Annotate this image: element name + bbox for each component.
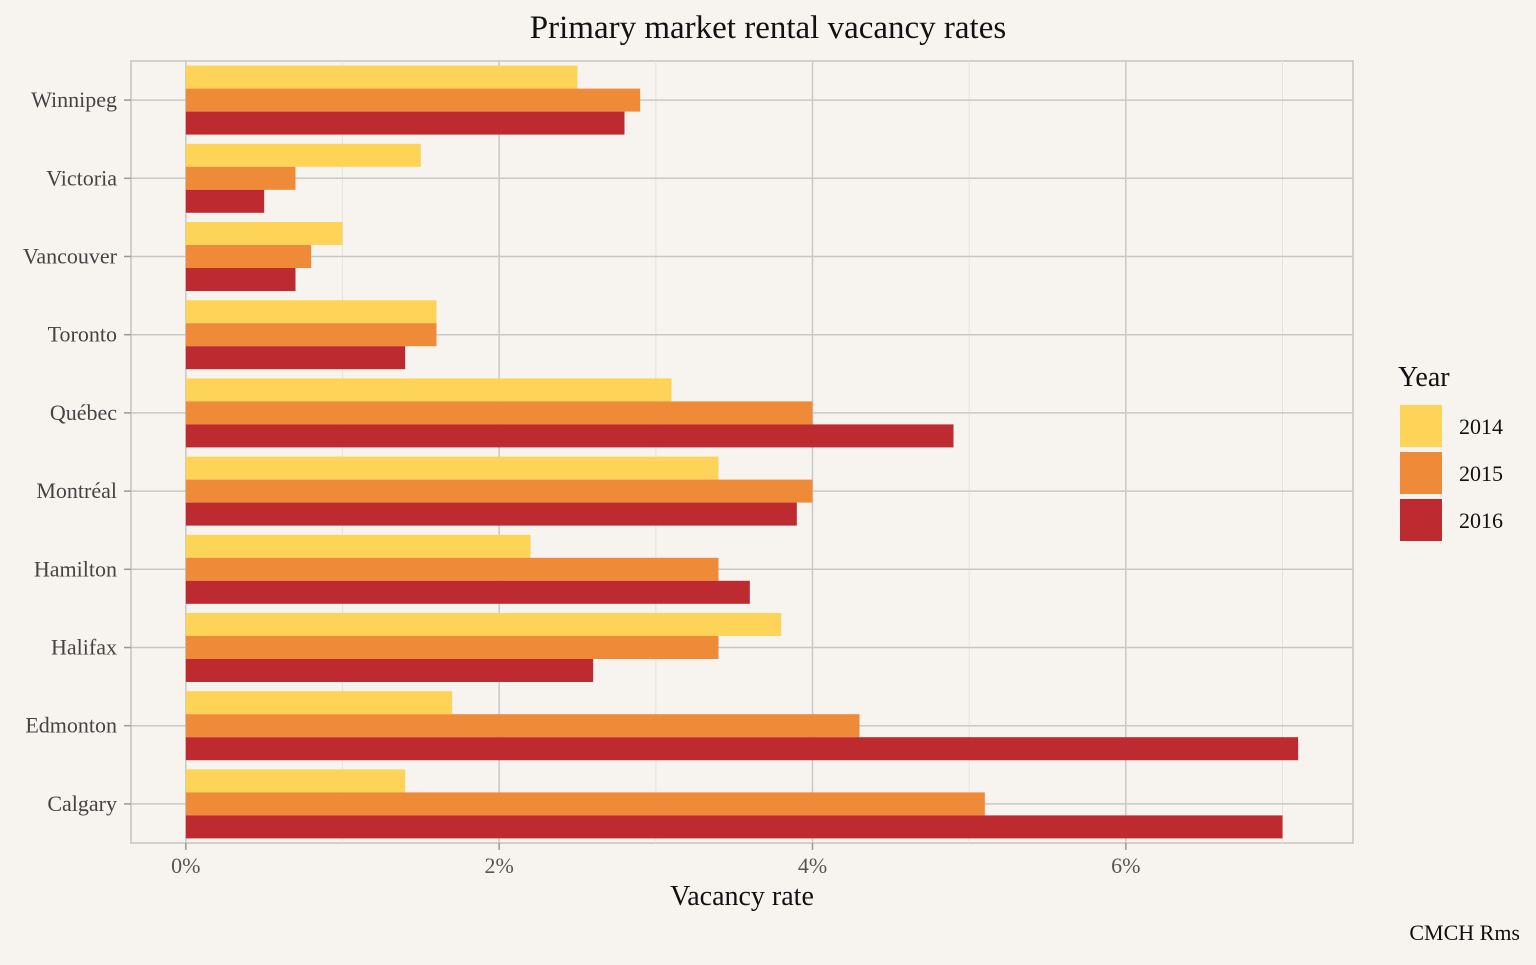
bar: [185, 111, 625, 135]
legend-swatch: [1400, 499, 1442, 541]
bar: [185, 502, 797, 526]
bar: [185, 456, 719, 480]
bar: [185, 143, 421, 167]
legend-label: 2015: [1459, 461, 1503, 486]
x-axis-label: Vacancy rate: [670, 881, 814, 912]
bars: [185, 65, 1299, 839]
y-tick-label: Toronto: [48, 322, 117, 347]
bar: [185, 636, 719, 659]
bar: [185, 534, 531, 558]
y-tick-label: Halifax: [51, 635, 117, 660]
bar: [185, 346, 406, 370]
bar: [185, 424, 954, 448]
bar: [185, 769, 406, 793]
bar: [185, 323, 437, 347]
bar: [185, 613, 782, 636]
y-tick-label: Montréal: [36, 478, 117, 503]
bar: [185, 691, 453, 715]
x-tick-label: 0%: [171, 853, 200, 878]
bar: [185, 300, 437, 324]
bar: [185, 401, 813, 425]
chart-title: Primary market rental vacancy rates: [530, 10, 1006, 46]
bar: [185, 65, 578, 89]
bar: [185, 166, 296, 190]
x-axis: 0% 2% 4% 6%: [171, 843, 1140, 878]
x-tick-label: 4%: [798, 853, 827, 878]
bar: [185, 189, 265, 213]
bar: [185, 88, 641, 112]
legend-label: 2014: [1459, 414, 1503, 439]
y-tick-label: Calgary: [47, 791, 117, 816]
legend-title: Year: [1398, 362, 1450, 393]
y-tick-label: Vancouver: [23, 244, 118, 269]
bar: [185, 557, 719, 581]
y-tick-label: Winnipeg: [31, 87, 117, 112]
y-tick-label: Québec: [50, 400, 117, 425]
bar: [185, 479, 813, 503]
legend: Year 2014 2015 2016: [1398, 362, 1503, 541]
legend-swatch: [1400, 405, 1442, 447]
bar: [185, 737, 1299, 761]
y-tick-label: Edmonton: [25, 713, 117, 738]
y-tick-label: Victoria: [46, 165, 117, 190]
y-tick-label: Hamilton: [34, 556, 117, 581]
bar: [185, 792, 985, 816]
caption: CMCH Rms: [1409, 920, 1520, 945]
bar: [185, 714, 860, 738]
x-tick-label: 2%: [485, 853, 514, 878]
legend-label: 2016: [1459, 508, 1503, 533]
y-axis: Winnipeg Victoria Vancouver Toronto Québec Mo…: [23, 87, 131, 816]
bar: [185, 268, 296, 291]
bar: [185, 659, 594, 682]
bar: [185, 222, 343, 245]
x-tick-label: 6%: [1111, 853, 1140, 878]
bar: [185, 580, 750, 604]
bar: [185, 245, 312, 268]
bar: [185, 815, 1283, 839]
legend-swatch: [1400, 452, 1442, 494]
bar: [185, 378, 672, 402]
